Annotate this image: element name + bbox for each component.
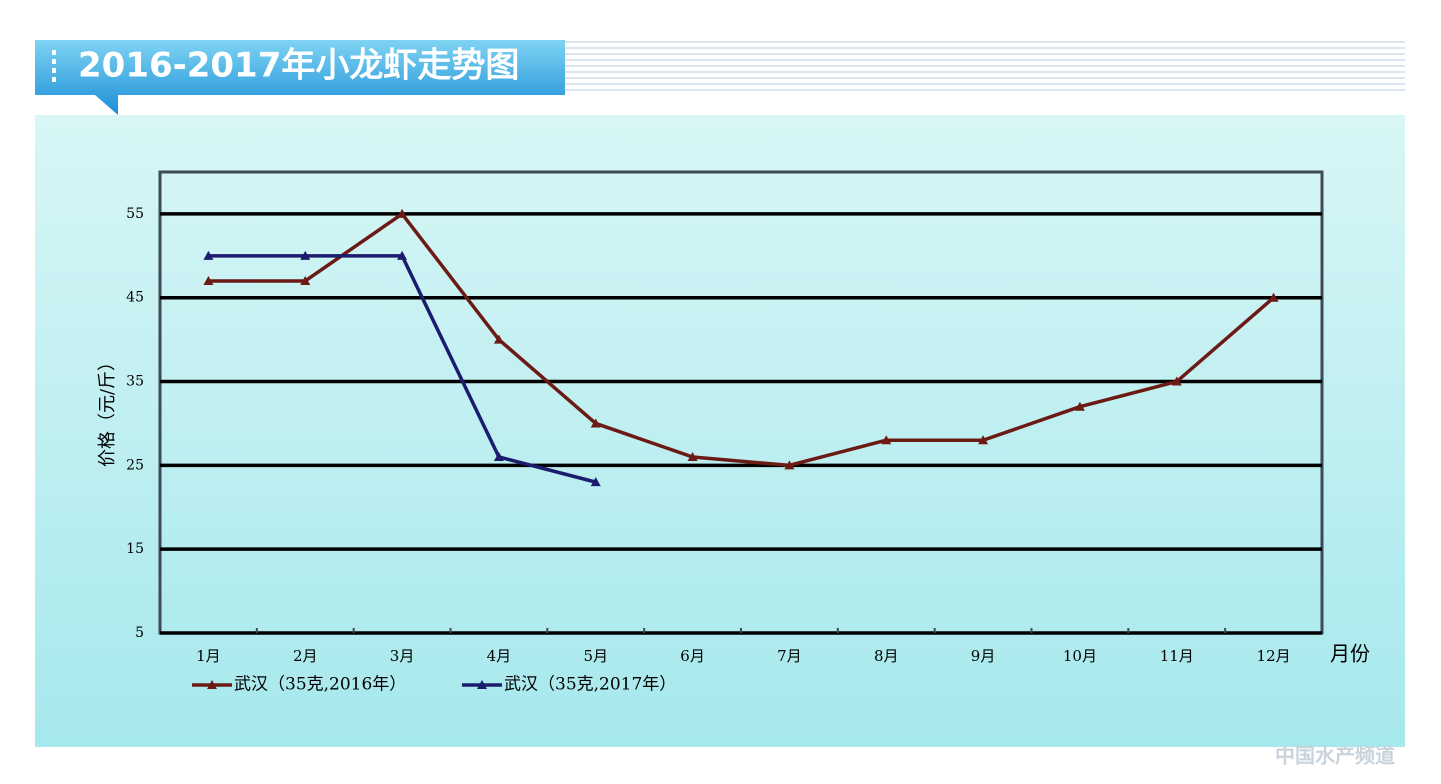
y-axis-label: 价格（元/斤） [97, 353, 118, 467]
x-tick-label: 4月 [487, 647, 512, 665]
legend-label: 武汉（35克,2017年） [504, 675, 676, 695]
point-marker [1074, 401, 1085, 411]
point-marker [493, 334, 504, 344]
banner-dots [52, 50, 56, 82]
x-tick-label: 2月 [293, 647, 318, 665]
x-tick-label: 10月 [1063, 647, 1097, 665]
legend-label: 武汉（35克,2016年） [234, 675, 406, 695]
legend-marker [477, 680, 487, 689]
point-marker [784, 460, 795, 470]
x-tick-label: 7月 [777, 647, 802, 665]
x-tick-label: 5月 [583, 647, 608, 665]
x-tick-label: 12月 [1257, 647, 1291, 665]
point-marker [397, 208, 408, 218]
point-marker [978, 435, 989, 445]
x-tick-label: 1月 [196, 647, 221, 665]
x-tick-label: 9月 [971, 647, 996, 665]
point-marker [687, 451, 698, 461]
point-marker [203, 250, 214, 260]
y-tick-label: 45 [126, 290, 144, 306]
x-tick-label: 8月 [874, 647, 899, 665]
point-marker [203, 275, 214, 285]
x-tick-label: 11月 [1160, 647, 1194, 665]
y-tick-label: 55 [126, 206, 144, 222]
y-tick-label: 35 [126, 374, 144, 390]
series-line [208, 212, 1275, 468]
point-marker [1268, 292, 1279, 302]
point-marker [493, 451, 504, 461]
x-axis-label: 月份 [1330, 642, 1370, 666]
panel [35, 115, 1405, 747]
legend-marker [207, 680, 217, 689]
y-tick-label: 15 [126, 541, 144, 557]
point-marker [590, 477, 601, 487]
point-marker [881, 435, 892, 445]
header-stripes [565, 41, 1405, 91]
y-tick-label: 25 [126, 457, 144, 473]
point-marker [300, 275, 311, 285]
x-tick-label: 6月 [680, 647, 705, 665]
watermark: 中国水产频道 [1275, 744, 1395, 768]
point-marker [1171, 376, 1182, 386]
y-tick-label: 5 [135, 625, 144, 641]
point-marker [300, 250, 311, 260]
point-marker [397, 250, 408, 260]
title-banner [35, 40, 565, 115]
point-marker [590, 418, 601, 428]
x-tick-label: 3月 [390, 647, 415, 665]
chart-title: 2016-2017年小龙虾走势图 [78, 46, 519, 86]
